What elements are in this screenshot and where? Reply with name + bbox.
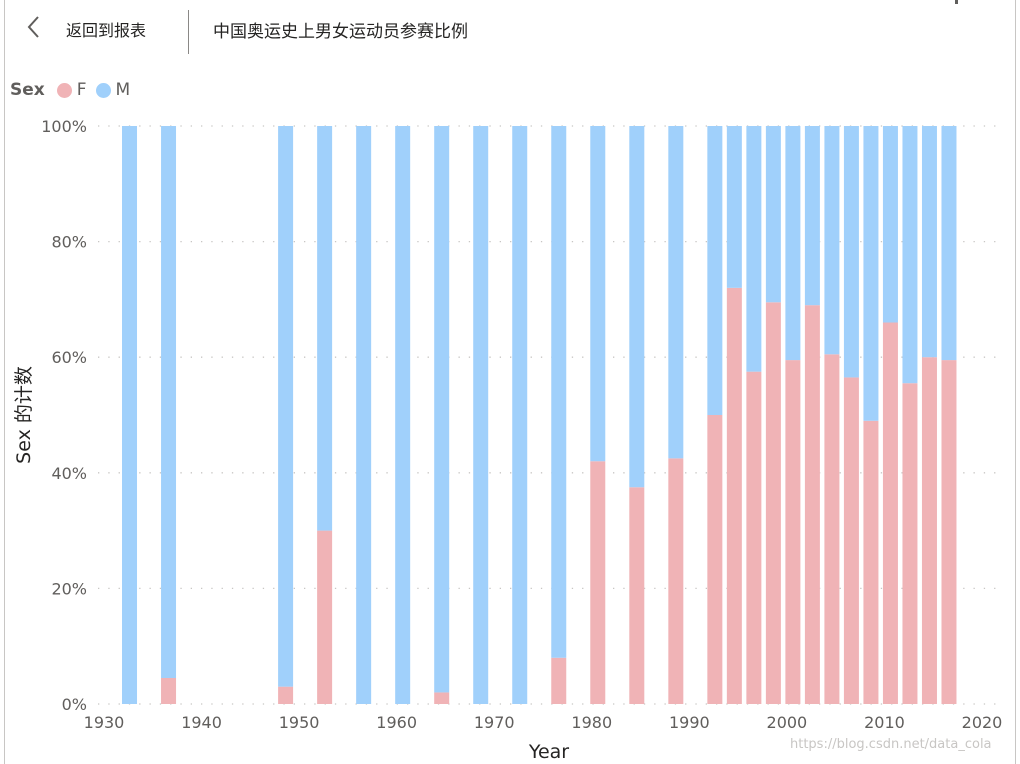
legend-dot-f [56,82,72,98]
x-tick-label: 1940 [181,713,222,732]
page-title: 中国奥运史上男女运动员参赛比例 [213,22,468,42]
bar-m-1976 [551,126,567,658]
bar-m-2012 [902,126,918,384]
back-label: 返回到报表 [66,21,147,40]
x-tick-label: 2020 [962,713,1003,732]
bar-m-1984 [629,126,645,488]
bar-m-1972 [512,126,528,704]
bar-m-1980 [590,126,606,462]
bar-f-2006 [843,377,859,704]
bar-f-2012 [902,383,918,704]
bar-f-1998 [765,302,781,704]
x-tick-label: 1990 [669,713,710,732]
legend-item-m[interactable]: M [95,80,131,100]
bar-f-1980 [590,461,606,704]
bar-m-1932 [122,126,138,704]
corner-mark [955,0,958,4]
bar-m-1936 [161,126,177,678]
legend-title: Sex [10,80,45,100]
y-tick-label: 0% [62,695,87,714]
y-tick-label: 60% [51,348,87,367]
bar-f-2010 [882,322,898,704]
bar-f-2016 [941,360,957,704]
bar-f-2002 [804,305,820,704]
chevron-left-icon [24,14,44,44]
legend-item-f[interactable]: F [56,80,87,100]
legend-label-f: F [76,80,87,100]
top-bar: 返回到报表 中国奥运史上男女运动员参赛比例 [0,0,1020,58]
bar-m-1994 [726,126,742,288]
legend-dot-m [95,82,111,98]
bar-m-1960 [395,126,411,704]
y-tick-label: 100% [41,117,87,136]
bar-f-1994 [726,287,742,704]
bar-m-2006 [843,126,859,378]
bar-m-2008 [863,126,879,421]
y-tick-label: 80% [51,233,87,252]
x-tick-label: 1980 [571,713,612,732]
bar-m-2016 [941,126,957,361]
bar-m-2014 [921,126,937,358]
y-tick-label: 20% [51,579,87,598]
bar-f-1992 [707,415,723,704]
bar-f-1976 [551,657,567,704]
bar-m-1952 [317,126,333,531]
bar-m-1998 [765,126,781,303]
bar-f-1948 [278,686,294,704]
bar-f-1996 [746,371,762,704]
chart-legend: Sex F M [10,78,139,102]
bar-m-1948 [278,126,294,687]
y-tick-label: 40% [51,464,87,483]
bar-f-1964 [434,692,450,704]
bar-m-2000 [785,126,801,361]
header-divider [188,10,189,54]
report-frame [4,0,1016,764]
bar-m-2004 [824,126,840,355]
y-axis-title: Sex 的计数 [13,366,35,464]
bar-f-2008 [863,420,879,704]
bar-f-1984 [629,487,645,704]
x-tick-label: 1930 [84,713,125,732]
x-tick-label: 1960 [376,713,417,732]
bar-f-1936 [161,677,177,704]
x-tick-label: 1950 [279,713,320,732]
bar-m-1992 [707,126,723,415]
bar-f-1988 [668,458,684,704]
x-tick-label: 2000 [767,713,808,732]
bar-m-2002 [804,126,820,306]
x-axis-title: Year [528,741,569,763]
bar-f-1952 [317,530,333,704]
bar-m-1964 [434,126,450,693]
bar-m-1988 [668,126,684,459]
bar-m-1996 [746,126,762,372]
x-tick-label: 1970 [474,713,515,732]
bar-m-1956 [356,126,372,704]
bar-f-2014 [921,357,937,704]
bar-f-2000 [785,360,801,704]
bar-f-2004 [824,354,840,704]
bar-m-2010 [882,126,898,323]
back-to-report-button[interactable]: 返回到报表 [24,14,146,44]
bar-m-1968 [473,126,489,704]
x-tick-label: 2010 [864,713,905,732]
watermark: https://blog.csdn.net/data_cola [790,737,992,752]
legend-label-m: M [115,80,131,100]
